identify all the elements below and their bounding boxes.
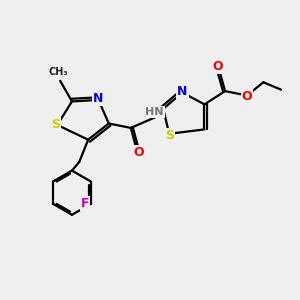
Text: N: N	[177, 85, 188, 98]
Text: N: N	[93, 92, 104, 105]
Text: HN: HN	[145, 107, 164, 117]
Text: F: F	[81, 197, 89, 210]
Text: S: S	[51, 118, 60, 131]
Text: O: O	[212, 61, 223, 74]
Text: S: S	[165, 129, 174, 142]
Text: O: O	[133, 146, 143, 159]
Text: O: O	[242, 91, 253, 103]
Text: CH₃: CH₃	[49, 67, 68, 77]
